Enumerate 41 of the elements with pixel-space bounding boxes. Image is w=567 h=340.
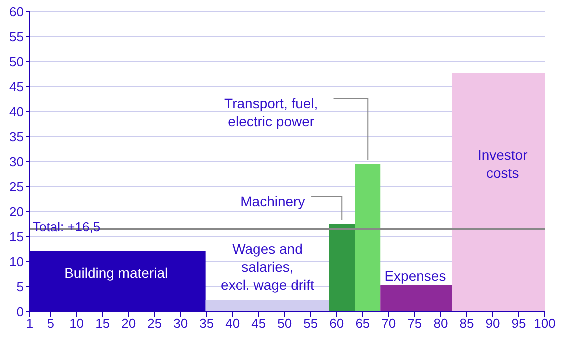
y-tick-label: 10 — [10, 254, 24, 270]
annotation: Machinery — [240, 194, 306, 210]
y-tick-label: 15 — [10, 230, 24, 245]
y-tick-label: 50 — [10, 54, 24, 70]
x-tick-label: 30 — [174, 316, 188, 332]
y-tick-label: 55 — [10, 30, 24, 45]
x-tick-label: 75 — [408, 316, 422, 332]
x-tick-label: 60 — [330, 316, 344, 332]
annotation: Transport, fuel, electric power — [224, 96, 318, 130]
y-tick-label: 35 — [10, 130, 24, 145]
x-tick-label: 10 — [70, 316, 84, 332]
annotation: Building material — [64, 265, 168, 281]
x-tick-label: 55 — [304, 316, 318, 332]
y-tick-label: 30 — [10, 154, 24, 170]
x-tick-label: 15 — [96, 316, 110, 332]
y-tick-label: 40 — [10, 104, 24, 120]
x-tick-label: 25 — [148, 316, 162, 332]
x-tick-label: 40 — [226, 316, 240, 332]
x-tick-label: 100 — [534, 316, 556, 332]
x-tick-label: 85 — [460, 316, 474, 332]
x-tick-label: 1 — [26, 316, 34, 332]
annotation: Expenses — [384, 268, 446, 284]
x-tick-label: 45 — [252, 316, 266, 332]
x-tick-label: 70 — [382, 316, 396, 332]
x-tick-label: 5 — [47, 316, 54, 332]
x-tick-label: 80 — [434, 316, 448, 332]
annotation: Wages and salaries, excl. wage drift — [221, 241, 315, 293]
x-tick-label: 90 — [486, 316, 500, 332]
x-tick-label: 65 — [356, 316, 370, 332]
y-tick-label: 25 — [10, 180, 24, 195]
x-tick-label: 95 — [512, 316, 526, 332]
ref-line-label: Total: +16,5 — [33, 220, 101, 235]
x-tick-label: 35 — [200, 316, 214, 332]
y-tick-label: 60 — [10, 4, 24, 20]
x-tick-label: 50 — [278, 316, 292, 332]
y-tick-label: 45 — [10, 80, 24, 95]
x-tick-label: 20 — [122, 316, 136, 332]
y-tick-label: 0 — [16, 304, 24, 320]
annotation: Investor costs — [478, 147, 528, 181]
y-tick-label: 5 — [16, 280, 24, 295]
y-tick-label: 20 — [10, 204, 24, 220]
